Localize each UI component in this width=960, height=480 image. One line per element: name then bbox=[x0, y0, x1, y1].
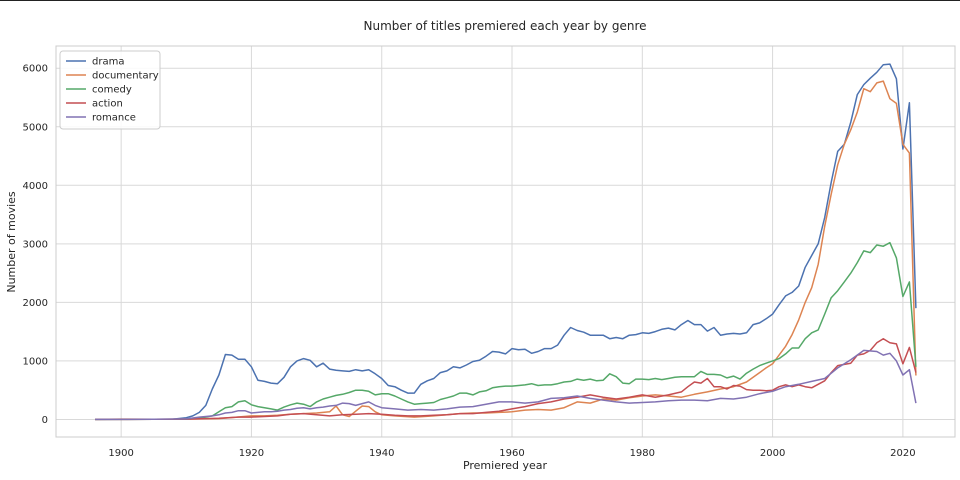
x-tick-label: 1940 bbox=[369, 448, 394, 459]
x-tick-label: 2020 bbox=[890, 448, 915, 459]
legend-label-romance: romance bbox=[92, 113, 136, 124]
legend: drama documentary comedy action romance bbox=[59, 50, 161, 130]
legend-box bbox=[59, 50, 161, 130]
top-border-line bbox=[0, 0, 960, 1]
x-tick-label: 1980 bbox=[630, 448, 655, 459]
y-tick-label: 3000 bbox=[23, 239, 48, 250]
series-line-comedy bbox=[95, 241, 917, 421]
legend-label-comedy: comedy bbox=[92, 85, 132, 96]
y-tick-label: 0 bbox=[42, 415, 48, 426]
series-lines bbox=[95, 63, 917, 421]
x-tick-label: 2000 bbox=[760, 448, 785, 459]
legend-label-documentary: documentary bbox=[92, 71, 159, 82]
plot-area bbox=[55, 45, 956, 438]
x-tick-label: 1900 bbox=[108, 448, 133, 459]
x-tick-label: 1960 bbox=[499, 448, 524, 459]
series-line-action bbox=[95, 337, 917, 421]
y-axis-label: Number of movies bbox=[5, 191, 18, 293]
x-axis-label: Premiered year bbox=[463, 459, 548, 472]
legend-label-drama: drama bbox=[92, 57, 124, 68]
chart-title: Number of titles premiered each year by … bbox=[363, 19, 646, 33]
y-tick-label: 5000 bbox=[23, 122, 48, 133]
series-line-documentary bbox=[95, 80, 917, 421]
y-tick-label: 4000 bbox=[23, 181, 48, 192]
tick-labels: 1900 1920 1940 1960 1980 2000 2020 0 1000 2000 300… bbox=[23, 64, 916, 459]
series-line-romance bbox=[95, 349, 917, 421]
y-tick-label: 6000 bbox=[23, 64, 48, 75]
grid-lines bbox=[56, 46, 955, 437]
legend-label-action: action bbox=[92, 99, 123, 110]
y-tick-label: 1000 bbox=[23, 356, 48, 367]
x-tick-label: 1920 bbox=[239, 448, 264, 459]
y-tick-label: 2000 bbox=[23, 298, 48, 309]
series-line-drama bbox=[95, 63, 917, 421]
